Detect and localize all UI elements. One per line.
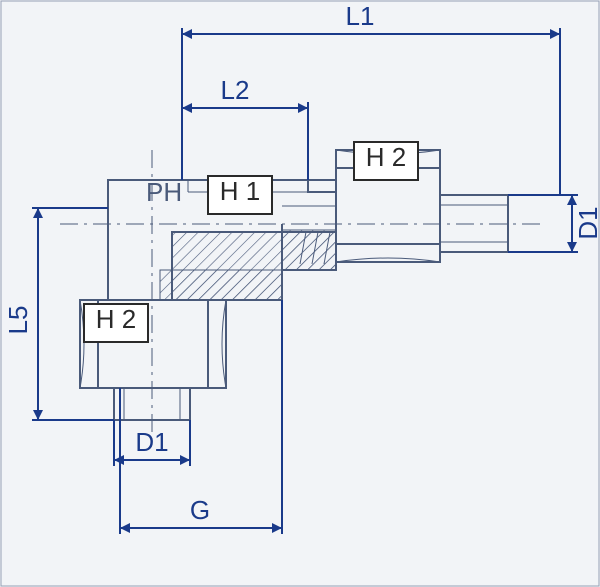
- dim-label-L5: L5: [3, 306, 33, 335]
- dim-label-G: G: [190, 495, 210, 525]
- label-PH: PH: [146, 177, 182, 207]
- dim-label-L2: L2: [221, 75, 250, 105]
- dim-label-D1: D1: [135, 427, 168, 457]
- dim-label-D1: D1: [573, 206, 600, 239]
- fitting-body: [60, 150, 540, 440]
- fitting-diagram: L1 L2 L5 D1 G D1 PH H 1 H 2 H 2: [0, 0, 600, 587]
- label-H2_bottom: H 2: [96, 304, 136, 334]
- label-H2_right: H 2: [366, 142, 406, 172]
- label-H1: H 1: [220, 176, 260, 206]
- dim-label-L1: L1: [346, 1, 375, 31]
